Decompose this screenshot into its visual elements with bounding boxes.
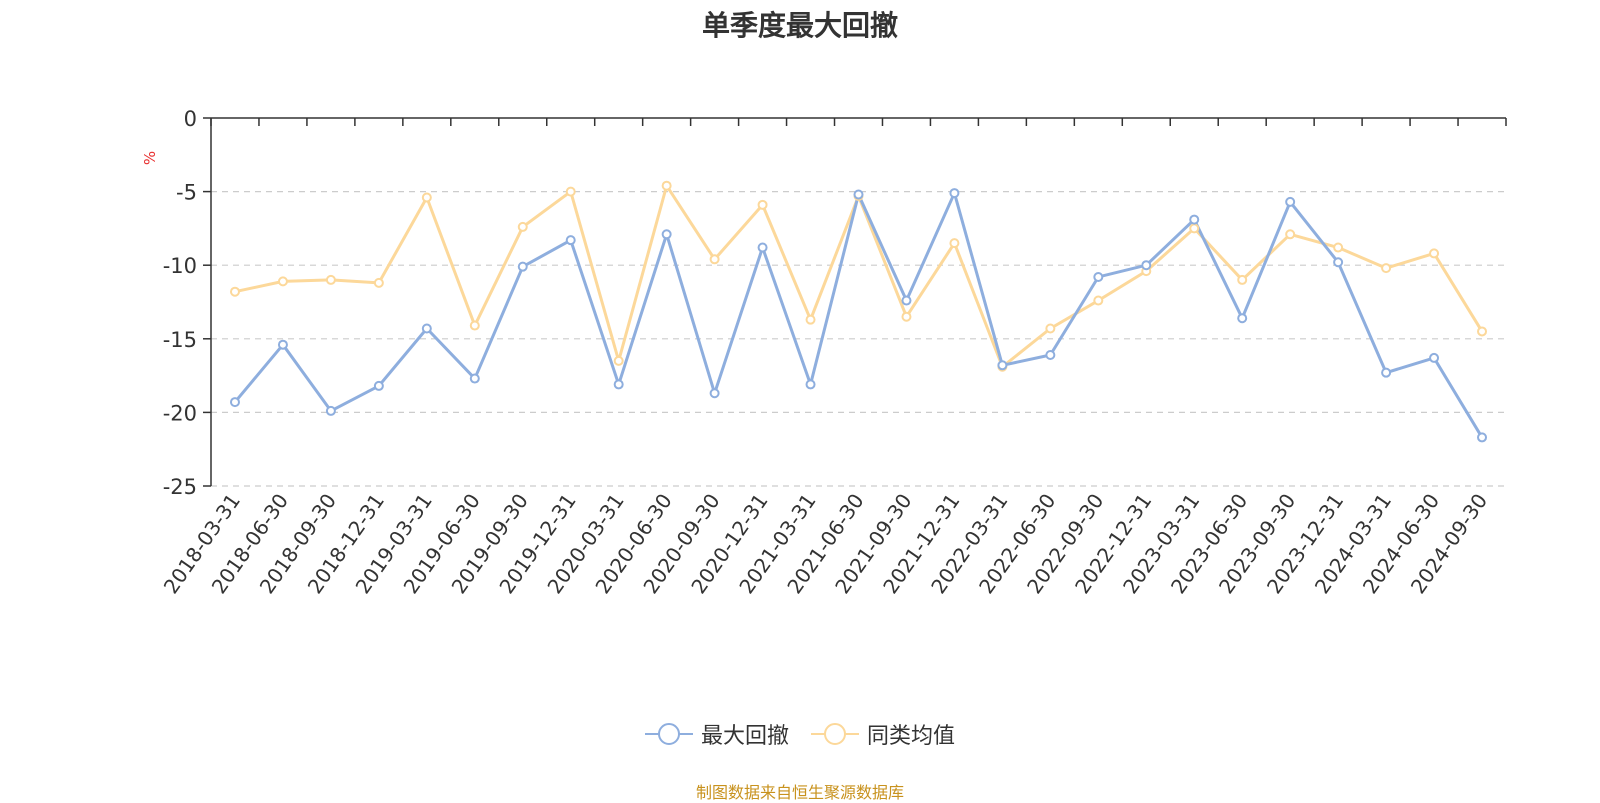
legend: 最大回撤 同类均值	[0, 718, 1600, 750]
data-point-series-2	[517, 221, 528, 232]
data-point-series-2	[469, 320, 480, 331]
data-point-series-1	[229, 397, 240, 408]
data-point-series-2	[1093, 295, 1104, 306]
legend-item-series-1[interactable]: 最大回撤	[644, 718, 789, 750]
data-point-series-1	[757, 242, 768, 253]
data-point-series-2	[613, 355, 624, 366]
data-point-series-1	[853, 189, 864, 200]
data-point-series-1	[1285, 196, 1296, 207]
data-point-series-1	[1333, 257, 1344, 268]
data-point-series-1	[325, 405, 336, 416]
data-point-series-1	[1141, 260, 1152, 271]
y-tick-label: -15	[163, 328, 197, 352]
data-point-series-2	[325, 274, 336, 285]
series-line-1	[233, 191, 1484, 439]
y-tick-label: -5	[176, 181, 197, 205]
data-point-series-2	[565, 186, 576, 197]
data-point-series-1	[1189, 214, 1200, 225]
y-tick-label: -25	[163, 475, 197, 499]
chart-title: 单季度最大回撤	[701, 9, 898, 42]
data-point-series-2	[1477, 326, 1488, 337]
data-point-series-2	[1285, 229, 1296, 240]
data-point-series-1	[565, 235, 576, 246]
legend-label-series-1: 最大回撤	[700, 724, 789, 749]
data-point-series-1	[613, 379, 624, 390]
data-point-series-2	[901, 311, 912, 322]
data-point-series-1	[1477, 432, 1488, 443]
data-point-series-1	[709, 388, 720, 399]
data-point-series-2	[1045, 323, 1056, 334]
data-point-series-1	[661, 229, 672, 240]
series-line-2	[234, 184, 1484, 369]
y-tick-label: -10	[163, 254, 197, 278]
data-point-series-2	[805, 314, 816, 325]
data-point-series-1	[805, 379, 816, 390]
y-axis-label: %	[141, 151, 159, 165]
data-point-series-2	[949, 238, 960, 249]
legend-marker-series-1-icon	[644, 723, 693, 745]
data-point-series-2	[421, 192, 432, 203]
data-point-series-1	[517, 261, 528, 272]
source-note: 制图数据来自恒生聚源数据库	[695, 783, 904, 802]
data-point-series-1	[469, 373, 480, 384]
data-point-series-1	[1429, 352, 1440, 363]
data-point-series-1	[373, 380, 384, 391]
data-point-series-1	[997, 360, 1008, 371]
data-point-series-1	[1381, 367, 1392, 378]
data-point-series-2	[1237, 274, 1248, 285]
data-point-series-1	[949, 188, 960, 199]
legend-label-series-2: 同类均值	[867, 724, 956, 749]
data-point-series-2	[661, 180, 672, 191]
legend-marker-series-2-icon	[811, 723, 859, 745]
data-point-series-1	[1093, 271, 1104, 282]
data-point-series-2	[757, 199, 768, 210]
data-point-series-2	[277, 276, 288, 287]
data-point-series-2	[229, 286, 240, 297]
y-tick-label: 0	[184, 107, 197, 131]
data-point-series-2	[709, 254, 720, 265]
data-point-series-1	[421, 323, 432, 334]
data-point-series-1	[1045, 349, 1056, 360]
data-point-series-1	[1237, 313, 1248, 324]
data-point-series-2	[1429, 248, 1440, 259]
data-point-series-2	[1381, 263, 1392, 274]
data-point-series-2	[1189, 223, 1200, 234]
data-point-series-2	[1333, 242, 1344, 253]
y-tick-label: -20	[163, 401, 197, 425]
line-chart: 0-5-10-15-20-25%2018-03-312018-06-302018…	[141, 107, 1507, 598]
data-point-series-1	[277, 339, 288, 350]
legend-item-series-2[interactable]: 同类均值	[811, 718, 955, 750]
data-point-series-2	[373, 277, 384, 288]
data-point-series-1	[901, 295, 912, 306]
